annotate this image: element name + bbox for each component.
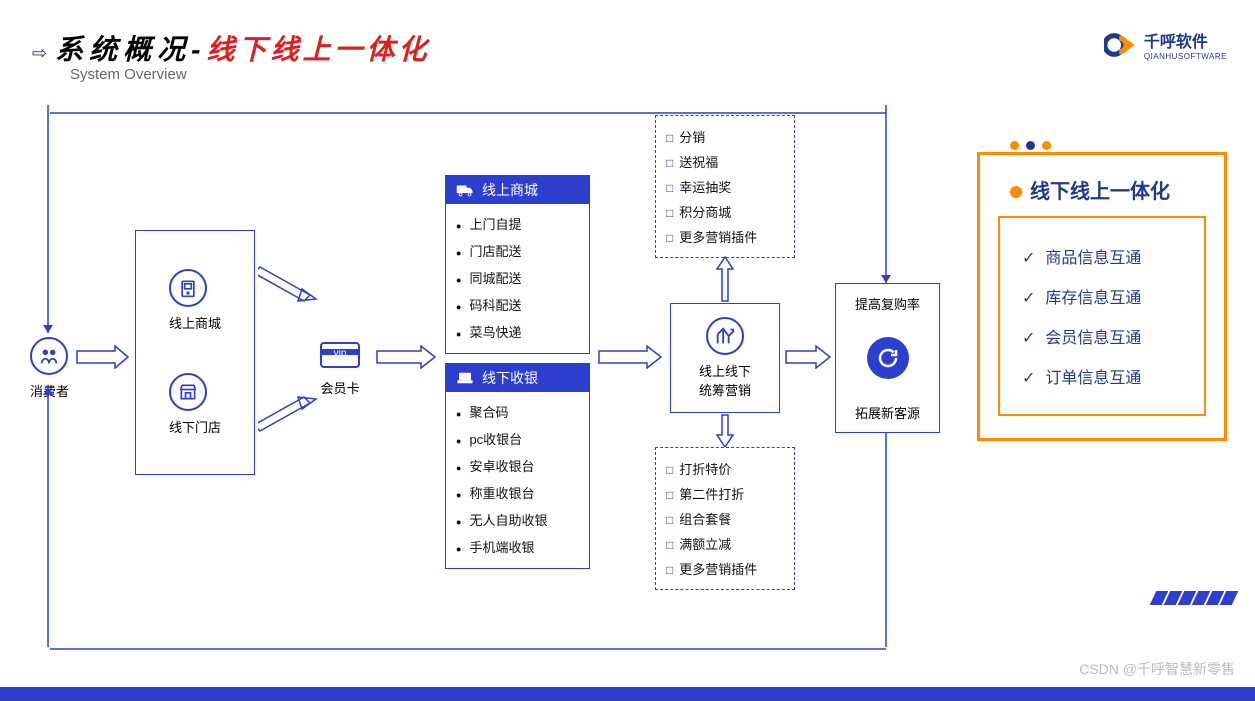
feedback-top-left — [42, 103, 54, 341]
plugins-top-box: 分销送祝福幸运抽奖积分商城更多营销插件 — [655, 115, 795, 258]
plugins-bottom-list: 打折特价第二件打折组合套餐满额立减更多营销插件 — [666, 456, 784, 581]
plugins-top-list: 分销送祝福幸运抽奖积分商城更多营销插件 — [666, 124, 784, 249]
online-shop-panel: 线上商城 上门自提门店配送同城配送码科配送菜鸟快递 — [445, 175, 590, 354]
logo-text-cn: 千呼软件 — [1144, 28, 1227, 52]
list-item: 订单信息互通 — [1022, 356, 1188, 396]
vip-card-icon — [320, 342, 360, 368]
arrow-4 — [597, 345, 663, 369]
list-item: 会员信息互通 — [1022, 316, 1188, 356]
logo-icon — [1104, 31, 1138, 59]
feedback-top — [48, 103, 888, 115]
list-item: 更多营销插件 — [666, 224, 784, 249]
side-list: 商品信息互通库存信息互通会员信息互通订单信息互通 — [1022, 236, 1188, 396]
arrow-up — [716, 255, 734, 303]
vip-card-node: 会员卡 — [320, 342, 360, 397]
plugins-bottom-box: 打折特价第二件打折组合套餐满额立减更多营销插件 — [655, 447, 795, 590]
chart-icon — [706, 317, 744, 355]
list-item: 安卓收银台 — [456, 452, 579, 479]
online-shop-header-text: 线上商城 — [482, 180, 538, 200]
offline-pos-list: 聚合码pc收银台安卓收银台称重收银台无人自助收银手机端收银 — [446, 392, 589, 568]
side-dots-icon — [1010, 141, 1051, 150]
arrow-3 — [375, 345, 437, 369]
title-dash: - — [191, 34, 206, 66]
marketing-label-2: 统筹营销 — [699, 380, 751, 399]
pos-icon — [456, 371, 474, 385]
marketing-node: 线上线下 统筹营销 — [670, 303, 780, 413]
brand-logo: 千呼软件 QIANHUSOFTWARE — [1104, 28, 1227, 61]
list-item: 门店配送 — [456, 237, 579, 264]
arrow-2b — [258, 395, 318, 435]
watermark: CSDN @千呼智慧新零售 — [1079, 659, 1235, 679]
list-item: 满额立减 — [666, 531, 784, 556]
bullet-icon: ⇨ — [32, 43, 47, 64]
list-item: 码科配送 — [456, 291, 579, 318]
list-item: 称重收银台 — [456, 479, 579, 506]
expand-label: 拓展新客源 — [855, 403, 920, 422]
footer-bar — [0, 687, 1255, 701]
title-emphasis: 线下线上一体化 — [206, 28, 430, 68]
feedback-bottom — [48, 643, 888, 655]
result-node: 提高复购率 拓展新客源 — [835, 283, 940, 433]
entry-box: 线上商城 线下门店 — [135, 230, 255, 475]
repurchase-label: 提高复购率 — [855, 294, 920, 313]
list-item: pc收银台 — [456, 425, 579, 452]
list-item: 同城配送 — [456, 264, 579, 291]
list-item: 分销 — [666, 124, 784, 149]
offline-pos-header: 线下收银 — [446, 364, 589, 392]
refresh-icon — [867, 337, 909, 379]
list-item: 菜鸟快递 — [456, 318, 579, 345]
side-title: 线下线上一体化 — [980, 155, 1224, 216]
list-item: 无人自助收银 — [456, 506, 579, 533]
subtitle: System Overview — [70, 66, 187, 83]
truck-icon — [456, 183, 474, 197]
list-item: 第二件打折 — [666, 481, 784, 506]
feedback-bottom-v — [880, 431, 892, 649]
feedback-top-v — [880, 103, 892, 285]
side-inner: 商品信息互通库存信息互通会员信息互通订单信息互通 — [998, 216, 1206, 416]
online-shop-icon — [169, 269, 207, 307]
list-item: 打折特价 — [666, 456, 784, 481]
list-item: 幸运抽奖 — [666, 174, 784, 199]
list-item: 组合套餐 — [666, 506, 784, 531]
stripes-icon — [1151, 591, 1235, 605]
arrow-2a — [258, 263, 318, 303]
offline-pos-header-text: 线下收银 — [482, 368, 538, 388]
online-shop-node-label: 线上商城 — [169, 313, 221, 332]
offline-store-node-label: 线下门店 — [169, 417, 221, 436]
list-item: 送祝福 — [666, 149, 784, 174]
side-panel: 线下线上一体化 商品信息互通库存信息互通会员信息互通订单信息互通 — [977, 152, 1227, 441]
title-main: 系统概况 — [55, 28, 191, 68]
offline-store-node: 线下门店 — [169, 373, 221, 436]
list-item: 手机端收银 — [456, 533, 579, 560]
vip-card-label: 会员卡 — [320, 378, 360, 397]
logo-text-en: QIANHUSOFTWARE — [1144, 52, 1227, 61]
offline-store-icon — [169, 373, 207, 411]
list-item: 积分商城 — [666, 199, 784, 224]
list-item: 更多营销插件 — [666, 556, 784, 581]
feedback-bottom-left — [42, 377, 54, 649]
consumer-icon — [30, 337, 68, 375]
list-item: 商品信息互通 — [1022, 236, 1188, 276]
list-item: 库存信息互通 — [1022, 276, 1188, 316]
list-item: 聚合码 — [456, 398, 579, 425]
online-shop-node: 线上商城 — [169, 269, 221, 332]
online-shop-list: 上门自提门店配送同城配送码科配送菜鸟快递 — [446, 204, 589, 353]
page-title-row: ⇨ 系统概况 - 线下线上一体化 — [32, 28, 430, 68]
arrow-down — [716, 413, 734, 447]
arrow-1 — [75, 345, 130, 369]
marketing-label-1: 线上线下 — [699, 361, 751, 380]
arrow-5 — [784, 345, 832, 369]
online-shop-header: 线上商城 — [446, 176, 589, 204]
offline-pos-panel: 线下收银 聚合码pc收银台安卓收银台称重收银台无人自助收银手机端收银 — [445, 363, 590, 569]
list-item: 上门自提 — [456, 210, 579, 237]
